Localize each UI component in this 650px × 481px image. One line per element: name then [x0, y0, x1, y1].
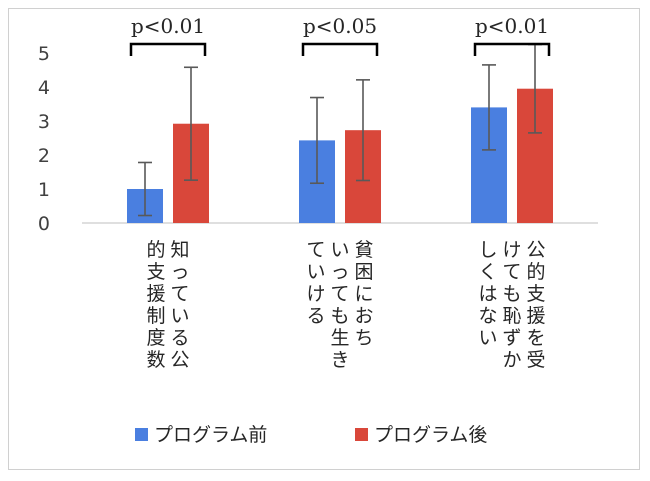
x-tick-label-char: き [330, 349, 349, 371]
significance-label: p<0.05 [303, 14, 377, 38]
x-tick-label-char: ち [354, 327, 373, 349]
x-tick-label-char: て [330, 283, 349, 305]
y-tick-label: 1 [38, 179, 50, 201]
x-tick-label-char: る [306, 305, 325, 327]
y-tick-label: 2 [38, 145, 50, 167]
y-tick-label: 0 [38, 213, 50, 235]
x-tick-label-char: 支 [526, 283, 545, 305]
x-tick-label-char: 制 [146, 305, 165, 327]
x-tick-label-char: け [306, 283, 325, 305]
x-tick-label-char: は [478, 283, 497, 305]
x-tick-label-char: 数 [146, 349, 165, 371]
x-tick-label-char: 的 [526, 261, 545, 283]
x-tick-label-char: い [170, 305, 189, 327]
x-tick-label-char: を [526, 327, 545, 349]
x-tick-label-char: し [478, 239, 497, 261]
x-tick-label-char: て [306, 239, 325, 261]
x-tick-label-char: い [478, 327, 497, 349]
significance-label: p<0.01 [131, 14, 205, 38]
x-tick-label-char: っ [170, 261, 189, 283]
y-tick-label: 4 [38, 77, 50, 99]
x-tick-label-char: 受 [526, 349, 545, 371]
legend-label: プログラム後 [374, 424, 487, 446]
legend-label: プログラム前 [154, 424, 267, 446]
significance-bracket [301, 42, 379, 56]
x-tick-label-char: 生 [330, 327, 349, 349]
x-tick-label-char: な [478, 305, 497, 327]
legend-swatch [135, 428, 148, 441]
x-tick-label-char: 知 [170, 239, 189, 261]
x-tick-label-char: お [354, 305, 373, 327]
legend-swatch [355, 428, 368, 441]
significance-bracket [129, 42, 207, 56]
x-tick-label-char: も [502, 283, 521, 305]
y-tick-label: 3 [38, 111, 50, 133]
x-tick-label-char: 支 [146, 261, 165, 283]
significance-bracket [473, 42, 551, 56]
x-tick-label-char: け [502, 239, 521, 261]
x-tick-label-char: 度 [146, 327, 165, 349]
x-tick-label-char: る [170, 327, 189, 349]
x-tick-label-char: 公 [170, 349, 189, 371]
x-tick-label-char: に [354, 283, 373, 305]
x-tick-label-char: も [330, 305, 349, 327]
significance-label: p<0.01 [475, 14, 549, 38]
x-tick-label-char: 援 [526, 305, 545, 327]
x-tick-label-char: 恥 [502, 305, 521, 327]
x-tick-label-char: 援 [146, 283, 165, 305]
x-tick-label-char: 困 [354, 261, 373, 283]
x-tick-label-char: 的 [146, 239, 165, 261]
x-tick-label-char: 公 [526, 239, 545, 261]
x-tick-label-char: て [170, 283, 189, 305]
x-tick-label-char: か [502, 349, 521, 371]
x-tick-label-char: い [306, 261, 325, 283]
x-tick-label-char: い [330, 239, 349, 261]
x-tick-label-char: ず [502, 327, 521, 349]
x-tick-label-char: っ [330, 261, 349, 283]
x-tick-label-char: く [478, 261, 497, 283]
y-tick-label: 5 [38, 43, 50, 65]
x-tick-label-char: 貧 [354, 239, 373, 261]
x-tick-label-char: て [502, 261, 521, 283]
